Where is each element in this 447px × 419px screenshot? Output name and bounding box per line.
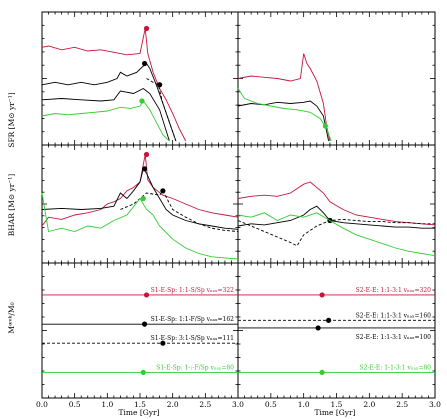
merger-label: S2-E-E: 1-1-3:1 vₙₐₓ=80 (359, 364, 431, 371)
merger-point-green (140, 195, 146, 202)
bhar-axis-label: BHAR [M⊙ yr⁻¹] (7, 174, 16, 237)
merger-point-black-solid (141, 166, 148, 172)
merger-label: S1-E-Sp: 1:1-S/Sp vₙₐₓ=322 (151, 287, 235, 294)
series-line-black-dashed (146, 78, 177, 142)
merger-point-black-solid (141, 60, 148, 67)
merger-point-green (322, 123, 328, 129)
panel-frame-sfr-left (41, 11, 239, 146)
mass-merger-point (143, 292, 150, 298)
mass-merger-point (141, 321, 148, 327)
merger-point-black-dashed (157, 82, 163, 88)
series-line-red (41, 28, 187, 142)
panels-group: S1-E-Sp: 1:1-S/Sp vₙₐₓ=322 S1-E-Sp: 1:1-F… (36, 11, 441, 409)
merger-label: S2-E-E: 1:1-3:1 vₙₐₓ=160 (356, 312, 432, 319)
x-axis-label-right: Time [Gyr] (314, 408, 355, 417)
mass-merger-point (140, 369, 146, 376)
series-line-black-dashed (237, 218, 435, 247)
series-line-green (237, 212, 436, 257)
series-line-black-solid (41, 62, 177, 142)
series-line-green (237, 88, 332, 142)
merger-label: S1-E-Sp: 1-:-F/Sp vₙₐₓ=80 (156, 364, 234, 371)
merger-label: S1-E-Sp: 1:1-F/Sp vₙₐₓ=162 (151, 316, 235, 323)
merger-point-green (139, 98, 145, 104)
x-tick-label-left: 1.0 (101, 400, 113, 409)
mass-merger-point (319, 292, 325, 298)
merger-label: S2-E-E: 1:1-3:1 vₙₐₓ=320 (356, 287, 432, 294)
mass-merger-point (315, 325, 321, 331)
series-line-red (237, 53, 331, 142)
series-line-green (41, 192, 239, 260)
x-tick-label-left: 2.5 (199, 400, 211, 409)
merger-point-red (143, 151, 150, 158)
merger-label: S1-E-Sp: 3:1-S/Sp vₙₐₓ=111 (151, 335, 234, 342)
sfr-axis-label: SFR [M⊙ yr⁻¹] (7, 92, 16, 147)
mass-axis-label: Mᵆᵉᵏ/M₀ (7, 302, 16, 333)
panel-frame-bhar-right (237, 144, 436, 264)
series-line-green (41, 100, 170, 142)
x-tick-label-right: 2.0 (363, 400, 375, 409)
merger-label: S2-E-E: 1:1-3:1 vₙₐₓ=100 (356, 334, 432, 341)
panel-frame-bhar-left (41, 144, 239, 264)
panel-frame-sfr-right (237, 11, 436, 146)
x-tick-label-left: 0.5 (69, 400, 81, 409)
series-line-black-solid (237, 205, 435, 229)
x-tick-label-left: 0.0 (36, 400, 48, 409)
series-line-red (237, 181, 436, 226)
x-tick-label-right: 3.0 (429, 400, 441, 409)
mass-merger-point (319, 369, 325, 376)
x-tick-label-left: 1.5 (134, 400, 146, 409)
panel-frame-mass-right (237, 262, 436, 399)
x-axis-label-left: Time [Gyr] (118, 408, 159, 417)
series-line-red (41, 154, 239, 227)
x-tick-label-left: 3.0 (232, 400, 244, 409)
series-line-black-thin (41, 87, 170, 142)
merger-point-black-dashed (160, 188, 166, 194)
x-tick-label-right: 1.0 (298, 400, 310, 409)
series-line-black-dashed (120, 189, 239, 232)
x-tick-label-right: 1.5 (331, 400, 343, 409)
panel-frame-mass-left (41, 262, 239, 399)
series-line-black-solid (237, 100, 330, 142)
x-tick-label-right: 0.5 (265, 400, 277, 409)
merger-point-red (143, 25, 150, 32)
x-tick-label-left: 2.0 (167, 400, 179, 409)
mass-merger-point (326, 317, 332, 323)
x-tick-label-right: 2.5 (396, 400, 408, 409)
mass-merger-point (160, 340, 166, 346)
